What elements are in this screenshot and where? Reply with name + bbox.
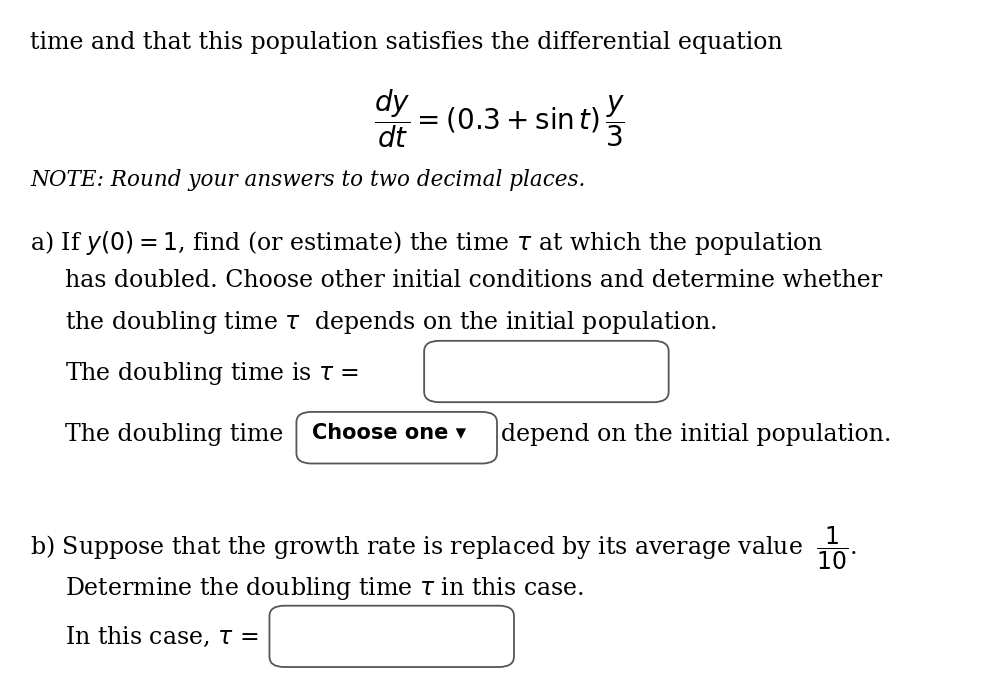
Text: In this case, $\tau$ =: In this case, $\tau$ = <box>65 625 258 650</box>
Text: time and that this population satisfies the differential equation: time and that this population satisfies … <box>30 31 782 54</box>
FancyBboxPatch shape <box>269 606 514 667</box>
Text: has doubled. Choose other initial conditions and determine whether: has doubled. Choose other initial condit… <box>65 269 882 292</box>
FancyBboxPatch shape <box>296 412 497 464</box>
FancyBboxPatch shape <box>424 341 669 402</box>
Text: The doubling time: The doubling time <box>65 423 283 446</box>
Text: depend on the initial population.: depend on the initial population. <box>501 423 891 446</box>
Text: NOTE: Round your answers to two decimal places.: NOTE: Round your answers to two decimal … <box>30 169 585 191</box>
Text: $\dfrac{dy}{dt} = (0.3 + \sin t)\,\dfrac{y}{3}$: $\dfrac{dy}{dt} = (0.3 + \sin t)\,\dfrac… <box>373 87 625 150</box>
Text: the doubling time $\tau$  depends on the initial population.: the doubling time $\tau$ depends on the … <box>65 309 717 337</box>
Text: b) Suppose that the growth rate is replaced by its average value $\;\dfrac{1}{10: b) Suppose that the growth rate is repla… <box>30 524 856 572</box>
Text: Choose one ▾: Choose one ▾ <box>312 423 466 443</box>
Text: a) If $y(0) = 1$, find (or estimate) the time $\tau$ at which the population: a) If $y(0) = 1$, find (or estimate) the… <box>30 229 823 256</box>
Text: Determine the doubling time $\tau$ in this case.: Determine the doubling time $\tau$ in th… <box>65 575 584 602</box>
Text: The doubling time is $\tau$ =: The doubling time is $\tau$ = <box>65 360 359 388</box>
